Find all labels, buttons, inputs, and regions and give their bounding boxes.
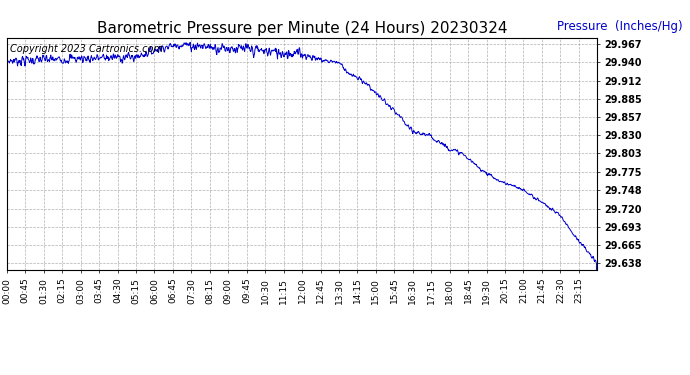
Title: Barometric Pressure per Minute (24 Hours) 20230324: Barometric Pressure per Minute (24 Hours…: [97, 21, 507, 36]
Text: Pressure  (Inches/Hg): Pressure (Inches/Hg): [557, 20, 682, 33]
Text: Copyright 2023 Cartronics.com: Copyright 2023 Cartronics.com: [10, 45, 163, 54]
